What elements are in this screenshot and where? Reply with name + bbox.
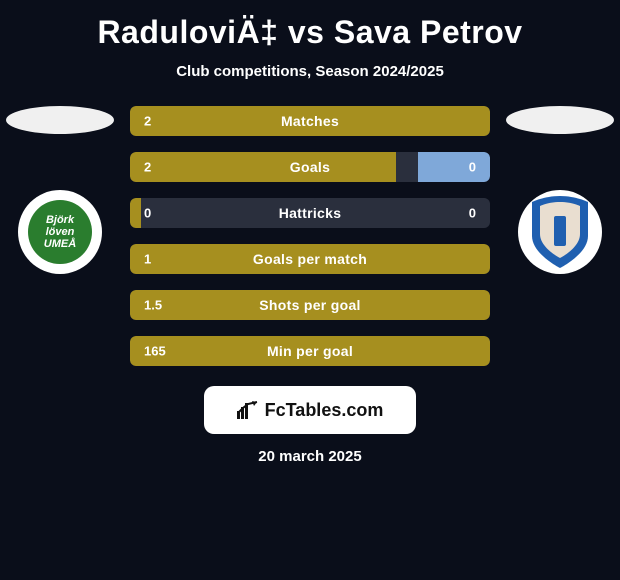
stat-bar-left — [130, 152, 396, 182]
player-left-column: Björk löven UMEÅ — [6, 106, 114, 274]
stat-row: 2 Matches — [130, 106, 490, 136]
footer-brand-text: FcTables.com — [265, 400, 384, 421]
stat-value-right: 0 — [469, 206, 476, 221]
stat-value-left: 1 — [144, 252, 151, 267]
stat-row: 165 Min per goal — [130, 336, 490, 366]
stat-label: Goals — [290, 159, 330, 175]
stat-value-left: 0 — [144, 206, 151, 221]
stat-value-left: 2 — [144, 160, 151, 175]
shield-tower — [554, 216, 566, 246]
stat-label: Goals per match — [253, 251, 367, 267]
stats-table: 2 Matches 2 Goals 0 0 Hattricks 0 1 Goals per mat… — [130, 106, 490, 366]
club-right-badge — [518, 190, 602, 274]
stat-row: 1 Goals per match — [130, 244, 490, 274]
stat-label: Hattricks — [279, 205, 342, 221]
stat-value-left: 2 — [144, 114, 151, 129]
club-right-shield-icon — [528, 196, 592, 268]
player-right-flag — [506, 106, 614, 134]
stat-row: 2 Goals 0 — [130, 152, 490, 182]
stat-bar-left — [130, 198, 141, 228]
stat-row: 1.5 Shots per goal — [130, 290, 490, 320]
stat-label: Matches — [281, 113, 339, 129]
stat-value-right: 0 — [469, 160, 476, 175]
page-title: RaduloviÄ‡ vs Sava Petrov — [0, 14, 620, 51]
footer-brand-pill[interactable]: FcTables.com — [204, 386, 416, 434]
page-subtitle: Club competitions, Season 2024/2025 — [0, 63, 620, 80]
stat-value-left: 1.5 — [144, 298, 162, 313]
stat-value-left: 165 — [144, 344, 166, 359]
player-left-flag — [6, 106, 114, 134]
club-left-badge: Björk löven UMEÅ — [18, 190, 102, 274]
stat-bar-right — [418, 152, 490, 182]
club-left-badge-text: Björk löven UMEÅ — [28, 200, 92, 264]
stat-label: Shots per goal — [259, 297, 360, 313]
stat-label: Min per goal — [267, 343, 353, 359]
player-right-column — [506, 106, 614, 274]
fctables-logo-icon — [237, 401, 259, 419]
stat-row: 0 Hattricks 0 — [130, 198, 490, 228]
footer-date: 20 march 2025 — [0, 448, 620, 465]
